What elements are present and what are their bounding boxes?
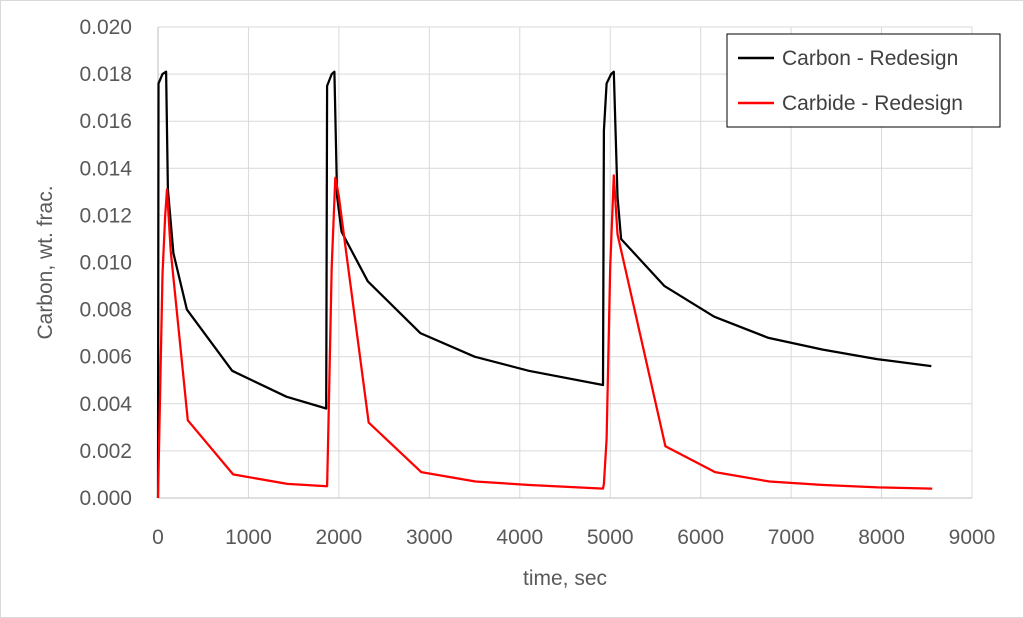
y-tick-label: 0.012 — [79, 204, 132, 227]
legend: Carbon - Redesign Carbide - Redesign — [726, 33, 1001, 128]
x-tick-label: 6000 — [677, 526, 724, 549]
legend-label-carbon: Carbon - Redesign — [782, 47, 958, 70]
series-line-carbide — [156, 174, 933, 499]
y-tick-label: 0.010 — [79, 252, 132, 275]
series-line-carbon — [156, 70, 932, 499]
x-tick-label: 7000 — [768, 526, 815, 549]
x-tick-label: 5000 — [587, 526, 634, 549]
y-tick-label: 0.000 — [79, 487, 132, 510]
x-tick-label: 2000 — [316, 526, 363, 549]
y-axis-title: Carbon, wt. frac. — [34, 185, 57, 339]
x-tick-label: 8000 — [858, 526, 905, 549]
series-lines — [156, 70, 933, 499]
y-tick-label: 0.016 — [79, 110, 132, 133]
y-tick-label: 0.008 — [79, 299, 132, 322]
x-tick-label: 1000 — [225, 526, 272, 549]
x-tick-label: 0 — [152, 526, 164, 549]
y-axis-ticks: 0.000 0.002 0.004 0.006 0.008 0.010 0.012 0.014… — [79, 16, 132, 510]
y-tick-label: 0.002 — [79, 440, 132, 463]
y-tick-label: 0.014 — [79, 157, 132, 180]
x-axis-title: time, sec — [523, 567, 607, 590]
y-tick-label: 0.020 — [79, 16, 132, 39]
x-tick-label: 4000 — [496, 526, 543, 549]
x-axis-ticks: 0 1000 2000 3000 4000 5000 6000 7000 8000 9000 — [152, 526, 995, 549]
y-tick-label: 0.004 — [79, 393, 132, 416]
x-tick-label: 9000 — [949, 526, 996, 549]
legend-label-carbide: Carbide - Redesign — [782, 92, 963, 115]
x-tick-label: 3000 — [406, 526, 453, 549]
legend-box — [726, 33, 1001, 128]
y-tick-label: 0.006 — [79, 346, 132, 369]
y-tick-label: 0.018 — [79, 63, 132, 86]
